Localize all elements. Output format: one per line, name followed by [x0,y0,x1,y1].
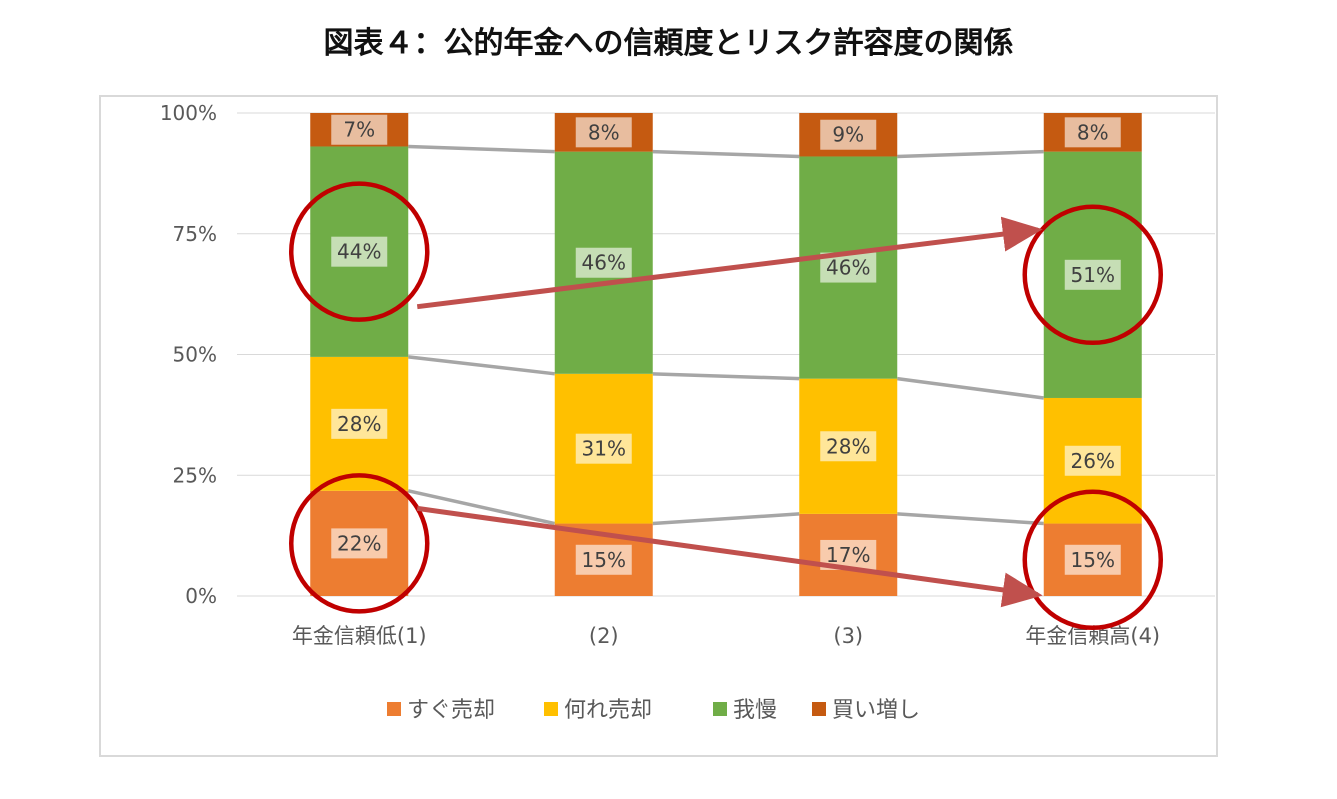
highlight-circle [289,181,430,322]
legend-swatch [544,702,558,716]
data-label-box [331,408,388,439]
legend-swatch [713,702,727,716]
y-tick-label: 75% [173,222,217,246]
data-label: 8% [1077,120,1109,144]
trend-arrow [416,216,1043,310]
data-label: 28% [826,434,870,458]
data-label: 46% [826,256,870,280]
highlight-circle [1022,489,1163,631]
legend-swatch [812,702,826,716]
data-label-box [575,117,632,148]
data-label-box [820,119,877,150]
series-line [652,149,800,159]
data-label: 7% [343,118,375,142]
legend-label: 買い増し [832,698,920,723]
series-line [407,489,556,526]
series-line [897,512,1044,526]
highlight-circle [1022,204,1163,346]
legend-swatch [387,702,401,716]
data-label-box [331,114,388,145]
highlight-circle [289,473,430,614]
data-label-box [331,528,388,559]
y-tick-label: 50% [173,343,217,367]
series-line [408,144,555,154]
x-category-label: 年金信頼低(1) [292,624,427,648]
data-label: 9% [832,123,864,147]
series-line [897,376,1044,400]
data-label: 8% [588,120,620,144]
x-category-label: (3) [833,624,863,648]
trend-arrow [416,505,1043,608]
series-line [897,149,1044,159]
data-label: 15% [1071,548,1115,572]
data-label-box [1064,544,1121,575]
data-label: 28% [337,412,381,436]
data-label-box [575,544,632,575]
y-tick-label: 25% [173,463,217,487]
y-tick-label: 100% [160,101,217,125]
data-label: 22% [337,531,381,555]
data-label: 46% [582,251,626,275]
chart-title: 図表４：公的年金への信頼度とリスク許容度の関係 [323,26,1014,61]
data-label: 44% [337,240,381,264]
data-label: 51% [1071,263,1115,287]
x-category-label: (2) [589,624,619,648]
data-label: 17% [826,543,870,567]
data-label-box [820,431,877,462]
chart-frame [99,95,1218,757]
data-label-box [575,433,632,464]
legend-label: すぐ売却 [407,698,495,723]
data-label-box [1064,259,1121,290]
legend-label: 何れ売却 [564,698,652,723]
data-label: 26% [1071,449,1115,473]
data-label-box [331,236,388,267]
legend-label: 我慢 [733,698,777,723]
series-line [408,355,555,376]
series-line [652,372,800,381]
y-tick-label: 0% [185,584,217,608]
data-label-box [1064,117,1121,148]
data-label: 15% [582,548,626,572]
data-label-box [1064,445,1121,476]
data-label-box [575,247,632,278]
series-line [652,512,800,526]
data-label: 31% [582,437,626,461]
